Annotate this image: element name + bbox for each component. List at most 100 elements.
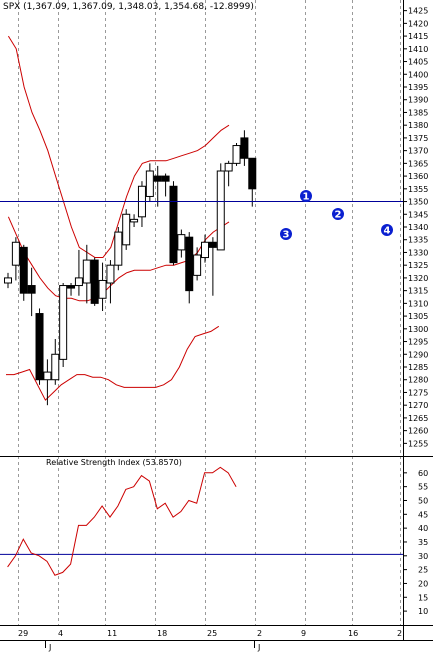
annotation-markers: 1 2 3 4 — [280, 190, 393, 241]
x-tick-label: 29 — [18, 629, 28, 638]
candle-body — [177, 234, 186, 251]
y-tick-label: 1395 — [408, 83, 428, 92]
candle-body — [208, 241, 217, 248]
y-tick-label: 1375 — [408, 134, 428, 143]
candle-body — [106, 264, 115, 284]
candle-body — [248, 157, 257, 190]
y-tick-label: 1340 — [408, 223, 428, 232]
marker-label: 1 — [303, 192, 310, 203]
marker-circle — [381, 224, 393, 236]
y-tick-label: 1255 — [408, 439, 428, 448]
candle-body — [224, 162, 233, 172]
rsi-y-tick-label: 10 — [418, 607, 428, 616]
candle-body — [240, 137, 249, 159]
rsi-y-tick-label: 30 — [418, 552, 428, 561]
y-tick-label: 1385 — [408, 108, 428, 117]
y-tick-label: 1285 — [408, 363, 428, 372]
y-tick-label: 1405 — [408, 58, 428, 67]
marker-circle — [300, 190, 312, 202]
candle-body — [67, 285, 76, 289]
rsi-title: Relative Strength Index (53.8570) — [46, 458, 182, 467]
y-tick-label: 1270 — [408, 401, 428, 410]
rsi-y-tick-label: 25 — [418, 566, 428, 575]
candle-body — [11, 241, 20, 266]
marker-4: 4 — [381, 224, 393, 237]
rsi-y-tick-label: 20 — [418, 579, 428, 588]
price-chart-title: SPX (1,367.09, 1,367.09, 1,348.03, 1,354… — [3, 2, 254, 12]
y-tick-label: 1310 — [408, 299, 428, 308]
marker-1: 1 — [300, 190, 312, 203]
y-tick-label: 1300 — [408, 325, 428, 334]
y-tick-label: 1360 — [408, 172, 428, 181]
rsi-y-tick-label: 50 — [418, 496, 428, 505]
candle-body — [161, 175, 170, 182]
candle-body — [153, 175, 162, 182]
rsi-y-axis: 60 55 50 45 40 35 30 25 20 15 10 — [403, 469, 428, 616]
y-tick-label: 1275 — [408, 388, 428, 397]
marker-label: 4 — [384, 226, 391, 237]
x-tick-label: 25 — [207, 629, 217, 638]
candle-body — [51, 353, 60, 381]
x-tick-label: 4 — [58, 629, 63, 638]
y-tick-label: 1265 — [408, 414, 428, 423]
candle-body — [43, 371, 52, 381]
candle-body — [114, 231, 123, 266]
y-tick-label: 1305 — [408, 312, 428, 321]
candle-body — [90, 259, 99, 304]
x-month-label: J — [257, 643, 260, 652]
y-tick-label: 1350 — [408, 198, 428, 207]
candlestick-series — [4, 130, 257, 406]
y-tick-label: 1260 — [408, 427, 428, 436]
candle-body — [232, 145, 241, 164]
y-tick-label: 1335 — [408, 236, 428, 245]
y-tick-label: 1390 — [408, 96, 428, 105]
candle-body — [35, 313, 44, 381]
rsi-y-tick-label: 15 — [418, 593, 428, 602]
candle-body — [98, 279, 107, 299]
x-tick-label: 11 — [107, 629, 117, 638]
marker-2: 2 — [332, 208, 344, 221]
candle-body — [185, 236, 194, 292]
candle-body — [169, 185, 178, 264]
candle-body — [19, 246, 28, 294]
candle-body — [59, 285, 68, 360]
y-tick-label: 1355 — [408, 185, 428, 194]
x-tick-label: 2 — [257, 629, 262, 638]
grid-lines — [18, 0, 401, 625]
rsi-y-tick-label: 40 — [418, 524, 428, 533]
candle-body — [74, 277, 83, 287]
y-tick-label: 1345 — [408, 210, 428, 219]
candle-body — [216, 170, 225, 251]
candle-body — [122, 213, 131, 246]
y-tick-label: 1290 — [408, 350, 428, 359]
y-tick-label: 1315 — [408, 287, 428, 296]
bollinger-upper-band — [7, 35, 230, 258]
y-tick-label: 1420 — [408, 19, 428, 28]
rsi-y-tick-label: 45 — [418, 510, 428, 519]
y-tick-label: 1415 — [408, 32, 428, 41]
rsi-y-tick-label: 60 — [418, 469, 428, 478]
y-tick-label: 1280 — [408, 376, 428, 385]
y-tick-label: 1325 — [408, 261, 428, 270]
x-tick-label: 18 — [157, 629, 167, 638]
x-tick-label: 2 — [397, 629, 402, 638]
marker-circle — [280, 228, 292, 240]
y-tick-label: 1370 — [408, 147, 428, 156]
x-tick-label: 16 — [348, 629, 358, 638]
y-tick-label: 1380 — [408, 121, 428, 130]
candle-body — [4, 277, 12, 284]
y-tick-label: 1295 — [408, 338, 428, 347]
marker-label: 3 — [283, 230, 290, 241]
y-tick-label: 1320 — [408, 274, 428, 283]
y-tick-label: 1330 — [408, 248, 428, 257]
y-tick-label: 1365 — [408, 159, 428, 168]
candle-body — [82, 259, 91, 284]
y-tick-label: 1425 — [408, 7, 428, 16]
candle-body — [193, 254, 202, 276]
candle-body — [27, 285, 36, 294]
candle-body — [201, 241, 209, 259]
candle-body — [130, 218, 139, 223]
x-tick-label: 9 — [301, 629, 306, 638]
price-y-axis: 1425 1420 1415 1410 1405 1400 1395 1390 1385 1380… — [403, 7, 428, 448]
y-tick-label: 1410 — [408, 45, 428, 54]
